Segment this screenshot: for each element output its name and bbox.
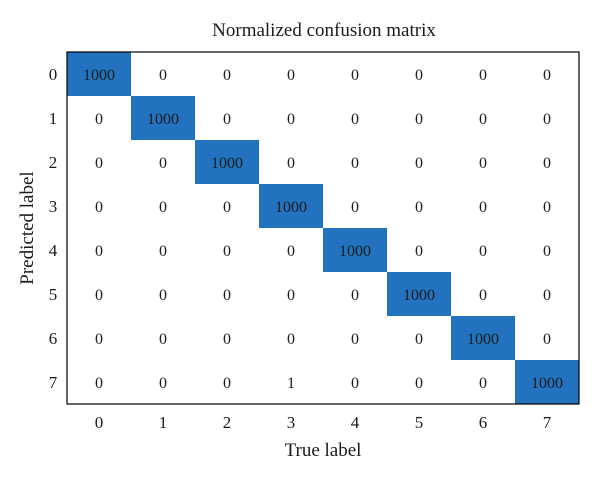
cell-value-0-4: 0 bbox=[351, 67, 359, 84]
x-tick-4: 4 bbox=[351, 413, 360, 432]
y-tick-0: 0 bbox=[49, 65, 58, 84]
cell-value-1-2: 0 bbox=[223, 111, 231, 128]
cell-value-6-5: 0 bbox=[415, 331, 423, 348]
matrix-cell-5-5 bbox=[387, 272, 451, 316]
cell-value-0-3: 0 bbox=[287, 67, 295, 84]
cell-value-5-3: 0 bbox=[287, 287, 295, 304]
y-tick-1: 1 bbox=[49, 109, 58, 128]
x-tick-7: 7 bbox=[543, 413, 552, 432]
cell-value-5-7: 0 bbox=[543, 287, 551, 304]
cell-value-1-5: 0 bbox=[415, 111, 423, 128]
matrix-cells: 1000 0 0 0 0 0 0 00 1000 0 0 0 0 0 00 0 1000 0 0 0 0 00 0 0 1000… bbox=[67, 52, 579, 404]
matrix-cell-2-2 bbox=[195, 140, 259, 184]
cell-value-1-6: 0 bbox=[479, 111, 487, 128]
cell-value-2-5: 0 bbox=[415, 155, 423, 172]
cell-value-0-2: 0 bbox=[223, 67, 231, 84]
x-tick-5: 5 bbox=[415, 413, 424, 432]
cell-value-5-6: 0 bbox=[479, 287, 487, 304]
matrix-cell-0-0 bbox=[67, 52, 131, 96]
cell-value-1-4: 0 bbox=[351, 111, 359, 128]
matrix-cell-7-7 bbox=[515, 360, 579, 404]
cell-value-2-2: 1000 bbox=[211, 155, 243, 172]
cell-value-3-1: 0 bbox=[159, 199, 167, 216]
cell-value-3-4: 0 bbox=[351, 199, 359, 216]
cell-value-3-2: 0 bbox=[223, 199, 231, 216]
y-tick-3: 3 bbox=[49, 197, 58, 216]
cell-value-1-1: 1000 bbox=[147, 111, 179, 128]
cell-value-2-0: 0 bbox=[95, 155, 103, 172]
cell-value-6-3: 0 bbox=[287, 331, 295, 348]
cell-value-2-3: 0 bbox=[287, 155, 295, 172]
cell-value-4-3: 0 bbox=[287, 243, 295, 260]
cell-value-7-4: 0 bbox=[351, 375, 359, 392]
cell-value-6-7: 0 bbox=[543, 331, 551, 348]
y-tick-4: 4 bbox=[49, 241, 58, 260]
cell-value-5-1: 0 bbox=[159, 287, 167, 304]
cell-value-7-3: 1 bbox=[287, 375, 295, 392]
cell-value-6-1: 0 bbox=[159, 331, 167, 348]
cell-value-7-0: 0 bbox=[95, 375, 103, 392]
plot-frame bbox=[66, 51, 580, 405]
cell-value-7-1: 0 bbox=[159, 375, 167, 392]
cell-value-1-3: 0 bbox=[287, 111, 295, 128]
cell-value-7-7: 1000 bbox=[531, 375, 563, 392]
cell-value-4-5: 0 bbox=[415, 243, 423, 260]
cell-value-3-6: 0 bbox=[479, 199, 487, 216]
y-tick-7: 7 bbox=[49, 373, 58, 392]
cell-value-2-1: 0 bbox=[159, 155, 167, 172]
cell-value-4-4: 1000 bbox=[339, 243, 371, 260]
x-tick-1: 1 bbox=[159, 413, 168, 432]
cell-value-0-7: 0 bbox=[543, 67, 551, 84]
cell-value-3-7: 0 bbox=[543, 199, 551, 216]
cell-value-5-5: 1000 bbox=[403, 287, 435, 304]
cell-value-2-4: 0 bbox=[351, 155, 359, 172]
matrix-cell-1-1 bbox=[131, 96, 195, 140]
cell-value-0-1: 0 bbox=[159, 67, 167, 84]
cell-value-6-2: 0 bbox=[223, 331, 231, 348]
x-tick-3: 3 bbox=[287, 413, 296, 432]
y-tick-labels: 0 1 2 3 4 5 6 7 bbox=[49, 65, 58, 392]
cell-value-4-6: 0 bbox=[479, 243, 487, 260]
cell-value-7-6: 0 bbox=[479, 375, 487, 392]
matrix-cell-3-3 bbox=[259, 184, 323, 228]
chart-title: Normalized confusion matrix bbox=[212, 20, 436, 41]
cell-value-1-0: 0 bbox=[95, 111, 103, 128]
x-axis-label: True label bbox=[285, 440, 362, 461]
cell-value-4-7: 0 bbox=[543, 243, 551, 260]
cell-value-3-5: 0 bbox=[415, 199, 423, 216]
cell-value-4-2: 0 bbox=[223, 243, 231, 260]
cell-value-2-7: 0 bbox=[543, 155, 551, 172]
cell-value-7-2: 0 bbox=[223, 375, 231, 392]
cell-value-1-7: 0 bbox=[543, 111, 551, 128]
cell-value-5-0: 0 bbox=[95, 287, 103, 304]
cell-value-2-6: 0 bbox=[479, 155, 487, 172]
cell-value-6-4: 0 bbox=[351, 331, 359, 348]
cell-value-3-0: 0 bbox=[95, 199, 103, 216]
x-tick-0: 0 bbox=[95, 413, 104, 432]
cell-value-0-6: 0 bbox=[479, 67, 487, 84]
y-tick-2: 2 bbox=[49, 153, 58, 172]
cell-value-0-5: 0 bbox=[415, 67, 423, 84]
y-axis-label: Predicted label bbox=[17, 171, 38, 284]
matrix-cell-4-4 bbox=[323, 228, 387, 272]
cell-value-6-0: 0 bbox=[95, 331, 103, 348]
x-tick-labels: 0 1 2 3 4 5 6 7 bbox=[95, 413, 552, 432]
x-tick-2: 2 bbox=[223, 413, 232, 432]
y-tick-6: 6 bbox=[49, 329, 58, 348]
cell-value-5-4: 0 bbox=[351, 287, 359, 304]
x-tick-6: 6 bbox=[479, 413, 488, 432]
cell-value-3-3: 1000 bbox=[275, 199, 307, 216]
y-tick-5: 5 bbox=[49, 285, 58, 304]
cell-value-5-2: 0 bbox=[223, 287, 231, 304]
cell-value-7-5: 0 bbox=[415, 375, 423, 392]
cell-value-6-6: 1000 bbox=[467, 331, 499, 348]
cell-value-4-0: 0 bbox=[95, 243, 103, 260]
cell-value-0-0: 1000 bbox=[83, 67, 115, 84]
cell-value-4-1: 0 bbox=[159, 243, 167, 260]
matrix-cell-6-6 bbox=[451, 316, 515, 360]
